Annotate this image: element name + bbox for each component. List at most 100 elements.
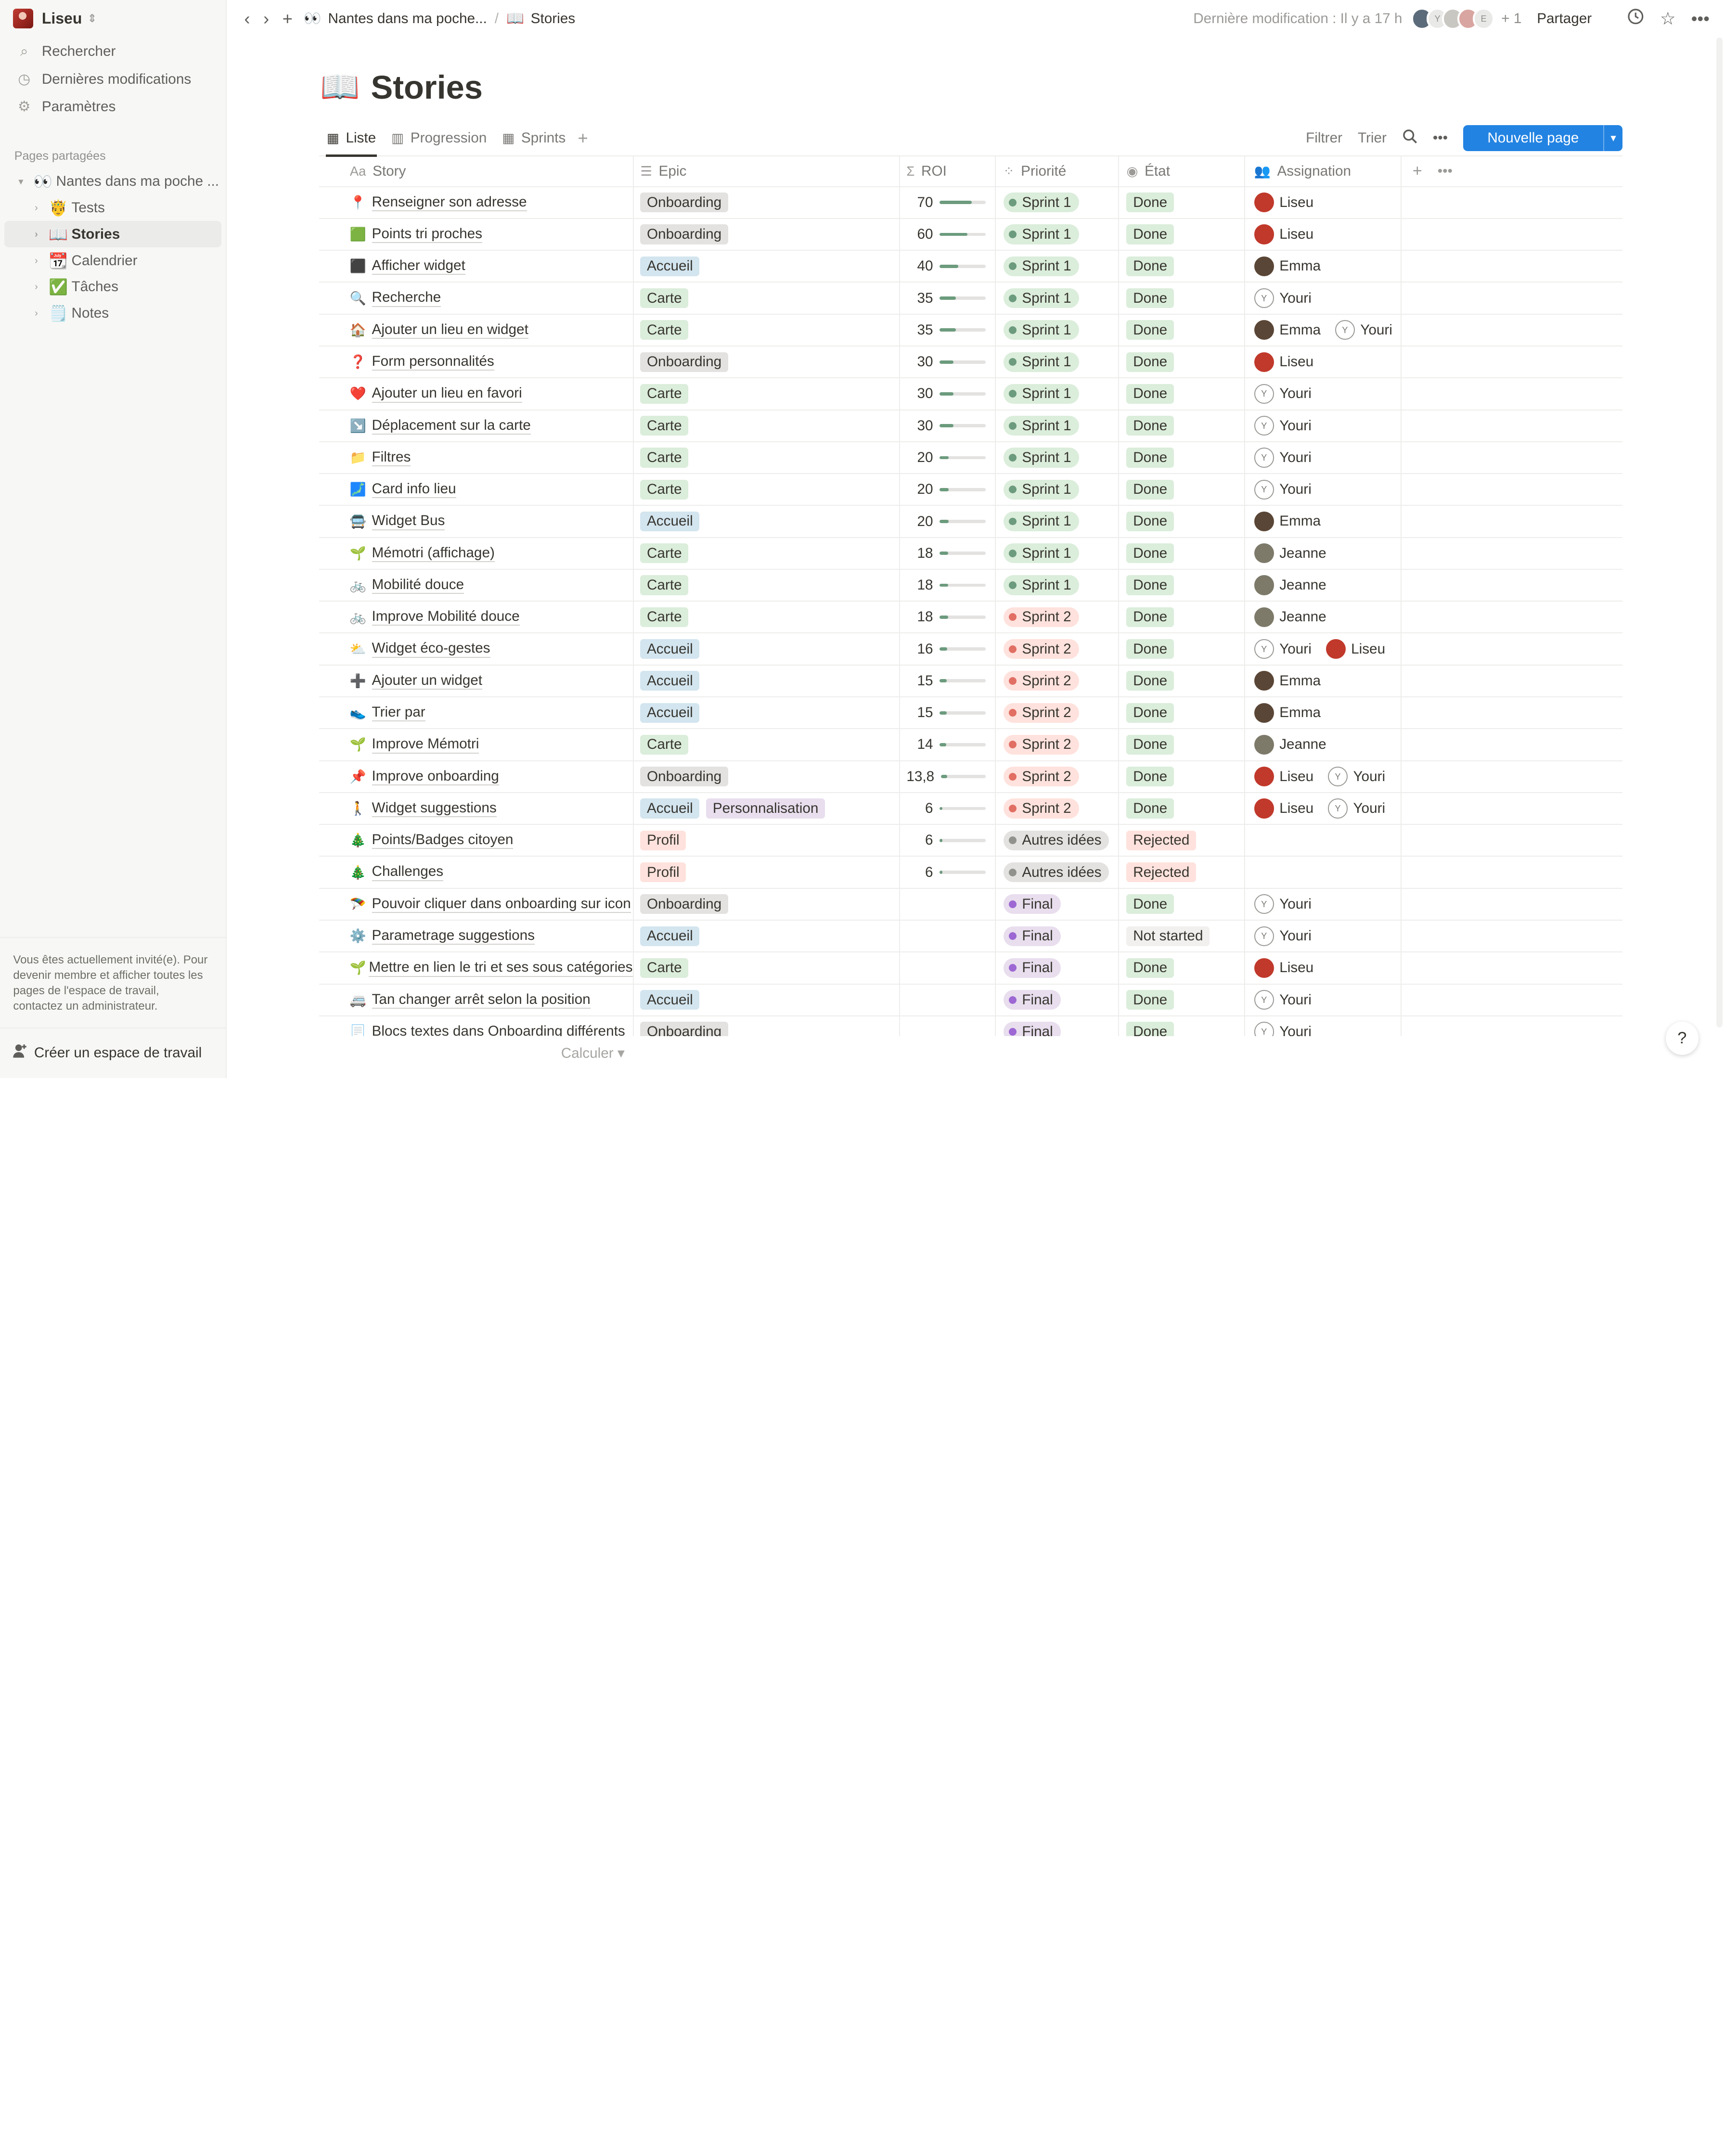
state-cell[interactable]: Rejected [1119, 825, 1246, 856]
sidebar-page-item[interactable]: › 🗒️ Notes [4, 300, 221, 327]
priority-cell[interactable]: Final [996, 921, 1119, 952]
help-button[interactable]: ? [1665, 1022, 1699, 1055]
story-title[interactable]: Improve onboarding [372, 768, 499, 785]
epic-cell[interactable]: Accueil [634, 665, 900, 697]
state-cell[interactable]: Done [1119, 410, 1246, 441]
table-row[interactable]: 🚍 Widget Bus Accueil 20 Sprint 1 Done Emma [319, 506, 1623, 538]
priority-cell[interactable]: Autres idées [996, 825, 1119, 856]
state-cell[interactable]: Rejected [1119, 857, 1246, 888]
roi-cell[interactable]: 13,8 [900, 761, 996, 792]
story-cell[interactable]: ⬛ Afficher widget [319, 251, 634, 282]
column-header-epic[interactable]: ☰ Epic [634, 156, 900, 186]
table-row[interactable]: 🟩 Points tri proches Onboarding 60 Sprint 1 D… [319, 218, 1623, 251]
table-row[interactable]: 🚐 Tan changer arrêt selon la position Accu… [319, 984, 1623, 1016]
story-cell[interactable]: 🚐 Tan changer arrêt selon la position [319, 984, 634, 1015]
column-header-assignment[interactable]: 👥 Assignation [1245, 156, 1402, 186]
tab-sprints[interactable]: ▦ Sprints [494, 120, 573, 155]
assignment-cell[interactable]: Liseu [1245, 952, 1402, 984]
roi-cell[interactable]: 18 [900, 538, 996, 569]
story-title[interactable]: Mettre en lien le tri et ses sous catégo… [369, 959, 633, 977]
sidebar-page-item[interactable]: › ✅ Tâches [4, 274, 221, 300]
state-cell[interactable]: Done [1119, 314, 1246, 346]
table-row[interactable]: 🎄 Challenges Profil 6 Autres idées Rejected [319, 857, 1623, 889]
table-row[interactable]: ❤️ Ajouter un lieu en favori Carte 30 Sprint… [319, 378, 1623, 411]
more-icon[interactable]: ••• [1432, 129, 1448, 146]
story-cell[interactable]: ❤️ Ajouter un lieu en favori [319, 378, 634, 410]
priority-cell[interactable]: Autres idées [996, 857, 1119, 888]
story-cell[interactable]: ➕ Ajouter un widget [319, 665, 634, 697]
assignment-cell[interactable]: Y Youri Liseu [1245, 633, 1402, 665]
chevron-right-icon[interactable]: › [34, 308, 38, 319]
story-title[interactable]: Card info lieu [372, 481, 456, 499]
assignment-cell[interactable]: Jeanne [1245, 602, 1402, 633]
story-title[interactable]: Improve Mémotri [372, 736, 479, 754]
state-cell[interactable]: Done [1119, 282, 1246, 314]
state-cell[interactable]: Done [1119, 218, 1246, 250]
table-row[interactable]: ⛅ Widget éco-gestes Accueil 16 Sprint 2 Done Y… [319, 633, 1623, 666]
priority-cell[interactable]: Sprint 2 [996, 602, 1119, 633]
state-cell[interactable]: Done [1119, 888, 1246, 920]
epic-cell[interactable]: Accueil [634, 251, 900, 282]
table-row[interactable]: 🎄 Points/Badges citoyen Profil 6 Autres idée… [319, 825, 1623, 857]
extra-viewers-count[interactable]: + 1 [1501, 10, 1522, 26]
priority-cell[interactable]: Sprint 1 [996, 314, 1119, 346]
table-row[interactable]: 🚲 Improve Mobilité douce Carte 18 Sprint 2 Do… [319, 602, 1623, 634]
roi-cell[interactable] [900, 984, 996, 1015]
assignment-cell[interactable]: Y Youri [1245, 984, 1402, 1015]
sidebar-page-item[interactable]: › 🤴 Tests [4, 194, 221, 221]
epic-cell[interactable]: Carte [634, 378, 900, 410]
epic-cell[interactable]: Profil [634, 857, 900, 888]
roi-cell[interactable]: 20 [900, 506, 996, 537]
story-title[interactable]: Widget éco-gestes [372, 640, 490, 658]
column-header-roi[interactable]: Σ ROI [900, 156, 996, 186]
assignment-cell[interactable]: Jeanne [1245, 729, 1402, 760]
chevron-right-icon[interactable]: › [34, 202, 38, 213]
story-cell[interactable]: 🟩 Points tri proches [319, 218, 634, 250]
priority-cell[interactable]: Sprint 2 [996, 697, 1119, 729]
assignment-cell[interactable]: Y Youri [1245, 1016, 1402, 1037]
roi-cell[interactable]: 60 [900, 218, 996, 250]
epic-cell[interactable]: Onboarding [634, 218, 900, 250]
chevron-right-icon[interactable]: › [34, 281, 38, 293]
priority-cell[interactable]: Sprint 1 [996, 218, 1119, 250]
story-title[interactable]: Filtres [372, 449, 411, 467]
story-cell[interactable]: 📃 Blocs textes dans Onboarding différents [319, 1016, 634, 1037]
table-row[interactable]: 🌱 Mettre en lien le tri et ses sous catég… [319, 952, 1623, 985]
priority-cell[interactable]: Sprint 1 [996, 282, 1119, 314]
story-cell[interactable]: 👟 Trier par [319, 697, 634, 729]
epic-cell[interactable]: Onboarding [634, 761, 900, 792]
epic-cell[interactable]: Carte [634, 952, 900, 984]
story-title[interactable]: Ajouter un widget [372, 672, 483, 690]
breadcrumb-parent[interactable]: Nantes dans ma poche... [328, 10, 487, 26]
assignment-cell[interactable]: Emma [1245, 697, 1402, 729]
story-cell[interactable]: 🎄 Challenges [319, 857, 634, 888]
state-cell[interactable]: Done [1119, 697, 1246, 729]
roi-cell[interactable]: 40 [900, 251, 996, 282]
story-cell[interactable]: 🚍 Widget Bus [319, 506, 634, 537]
priority-cell[interactable]: Sprint 1 [996, 474, 1119, 505]
state-cell[interactable]: Done [1119, 251, 1246, 282]
story-cell[interactable]: 🌱 Improve Mémotri [319, 729, 634, 760]
priority-cell[interactable]: Sprint 2 [996, 665, 1119, 697]
roi-cell[interactable]: 30 [900, 410, 996, 441]
story-title[interactable]: Ajouter un lieu en widget [372, 321, 528, 339]
sidebar-page-item[interactable]: ▾ 👀 Nantes dans ma poche ... [4, 168, 221, 195]
story-title[interactable]: Pouvoir cliquer dans onboarding sur icon [372, 896, 631, 913]
priority-cell[interactable]: Final [996, 952, 1119, 984]
assignment-cell[interactable]: Liseu [1245, 346, 1402, 378]
table-row[interactable]: 🏠 Ajouter un lieu en widget Carte 35 Sprint … [319, 314, 1623, 346]
story-title[interactable]: Renseigner son adresse [372, 194, 527, 211]
epic-cell[interactable]: Accueil Personnalisation [634, 793, 900, 824]
priority-cell[interactable]: Sprint 1 [996, 378, 1119, 410]
table-row[interactable]: ➕ Ajouter un widget Accueil 15 Sprint 2 Done E… [319, 665, 1623, 698]
priority-cell[interactable]: Sprint 2 [996, 729, 1119, 760]
filter-button[interactable]: Filtrer [1306, 129, 1342, 146]
history-icon[interactable] [1627, 8, 1645, 30]
epic-cell[interactable]: Accueil [634, 697, 900, 729]
story-title[interactable]: Recherche [372, 289, 441, 307]
priority-cell[interactable]: Sprint 2 [996, 793, 1119, 824]
sidebar-item-clock[interactable]: ◷ Dernières modifications [0, 66, 226, 92]
state-cell[interactable]: Done [1119, 346, 1246, 378]
table-row[interactable]: 🚲 Mobilité douce Carte 18 Sprint 1 Done Jeann… [319, 569, 1623, 602]
epic-cell[interactable]: Carte [634, 729, 900, 760]
